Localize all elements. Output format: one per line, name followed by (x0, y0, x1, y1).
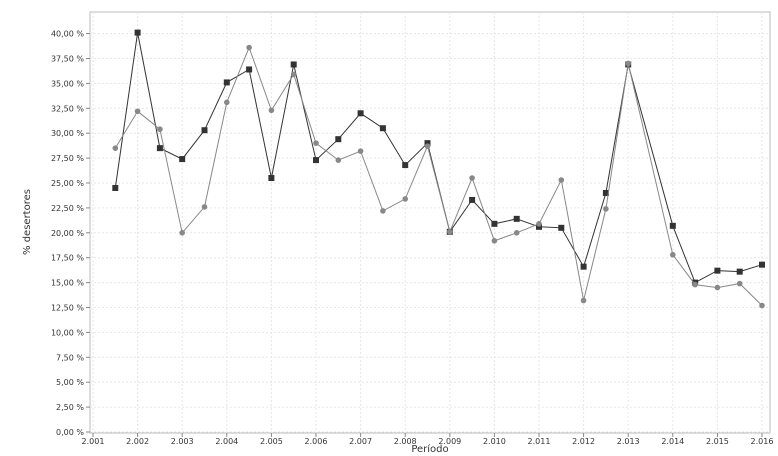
series-1-point (201, 127, 208, 134)
y-axis-ticks: 0,00 % 2,50 % 5,00 % 7,50 % 10,00 % 12,50 % 15… (51, 30, 90, 437)
x-tick-label: 2.008 (394, 437, 417, 446)
series-1-point (602, 189, 609, 196)
x-tick-label: 2.014 (661, 437, 684, 446)
x-tick-label: 2.007 (349, 437, 372, 446)
y-tick-label: 20,00 % (51, 229, 84, 238)
y-tick-label: 25,00 % (51, 179, 84, 188)
y-tick-label: 35,00 % (51, 79, 84, 88)
y-tick-label: 32,50 % (51, 104, 84, 113)
series-1-point (246, 66, 253, 73)
series-1-point (536, 223, 542, 230)
x-tick-label: 2.010 (483, 437, 506, 446)
series-1-point (268, 175, 275, 182)
series-2-point (201, 204, 208, 210)
series-1-point (558, 224, 565, 231)
x-tick-label: 2.012 (572, 437, 595, 446)
series-1-point (759, 261, 765, 268)
series-1-point (134, 29, 141, 36)
series-2-point (380, 208, 386, 214)
series-2-point (759, 302, 765, 309)
series-2-point (268, 107, 275, 114)
series-2-point (670, 251, 676, 258)
y-tick-label: 22,50 % (51, 204, 84, 213)
series-2-point (447, 229, 453, 235)
y-axis-title: % desertores (22, 189, 33, 255)
x-tick-label: 2.013 (617, 437, 640, 446)
y-tick-label: 2,50 % (56, 403, 84, 412)
series-2-point (134, 108, 141, 115)
x-tick-label: 2.002 (126, 437, 149, 446)
y-tick-label: 12,50 % (51, 304, 84, 313)
y-tick-label: 37,50 % (51, 55, 84, 64)
series-1-point (112, 184, 119, 191)
series-2-point (625, 60, 631, 67)
x-axis-title: Período (411, 443, 448, 455)
x-tick-label: 2.016 (751, 437, 774, 446)
series-2-point (714, 284, 721, 291)
series-1-point (357, 110, 364, 117)
series-group (112, 29, 765, 309)
y-tick-label: 7,50 % (56, 353, 84, 362)
series-2-point (335, 157, 342, 163)
x-axis-ticks: 2.001 2.002 2.003 2.004 2.005 2.006 2.007 2.008… (82, 433, 774, 446)
y-tick-label: 10,00 % (51, 328, 84, 337)
series-2-point (179, 230, 185, 236)
series-1-point (156, 145, 163, 152)
series-2-point (491, 237, 498, 244)
y-tick-label: 40,00 % (51, 30, 84, 39)
series-2-point (224, 99, 230, 106)
series-1-point (379, 125, 386, 132)
y-tick-label: 17,50 % (51, 254, 84, 263)
series-2-point (157, 126, 163, 133)
series-1-point (290, 61, 297, 68)
x-tick-label: 2.011 (528, 437, 551, 446)
y-tick-label: 15,00 % (51, 279, 84, 288)
series-2-point (424, 143, 431, 149)
series-1-point (313, 157, 319, 164)
y-tick-label: 27,50 % (51, 154, 84, 163)
series-2-point (112, 145, 119, 151)
series-2-point (692, 281, 698, 288)
x-tick-label: 2.015 (706, 437, 729, 446)
x-tick-label: 2.003 (171, 437, 194, 446)
series-2-point (469, 175, 475, 181)
series-1-point (335, 136, 342, 143)
series-1-point (736, 268, 743, 275)
x-tick-label: 2.009 (438, 437, 461, 446)
x-tick-label: 2.006 (305, 437, 328, 446)
y-tick-label: 30,00 % (51, 129, 84, 138)
series-2-point (558, 177, 565, 183)
series-1-point (223, 79, 230, 86)
x-tick-label: 2.005 (260, 437, 283, 446)
series-2-point (357, 148, 364, 154)
series-2-point (536, 221, 542, 227)
series-2-point (290, 71, 297, 78)
series-1-point (513, 215, 520, 222)
series-2-point (313, 140, 319, 146)
plot-area (89, 11, 771, 434)
series-1-point (402, 162, 409, 169)
x-tick-label: 2.001 (82, 437, 105, 446)
series-2-point (513, 230, 520, 236)
series-1-point (580, 263, 587, 270)
grid (90, 12, 770, 433)
series-1-point (469, 196, 476, 203)
series-2-point (402, 196, 409, 202)
series-2-point (246, 44, 252, 51)
series-1-point (424, 140, 431, 147)
series-1-point (179, 156, 186, 163)
series-2-point (603, 206, 609, 212)
y-tick-label: 0,00 % (56, 428, 84, 437)
series-2-point (736, 280, 743, 287)
series-1-point (669, 222, 676, 229)
series-2-point (580, 297, 587, 304)
y-tick-label: 5,00 % (56, 378, 84, 387)
series-1-point (714, 267, 721, 274)
x-tick-label: 2.004 (215, 437, 238, 446)
series-1-point (491, 220, 498, 227)
